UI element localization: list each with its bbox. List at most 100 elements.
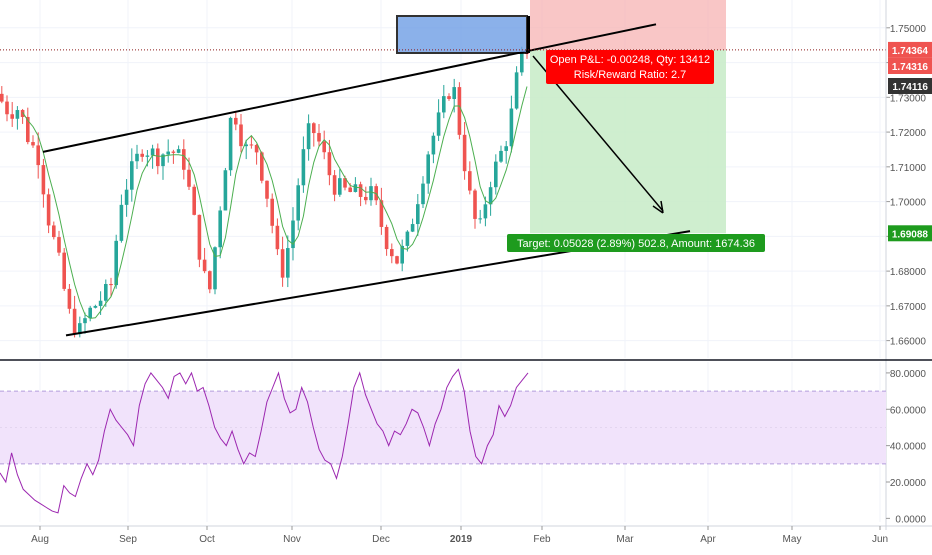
candle-body [504, 146, 508, 151]
candle-body [348, 187, 352, 192]
pnl-label-box [546, 50, 714, 84]
candle-body [410, 224, 415, 232]
candle-body [109, 283, 113, 286]
candle-body [447, 96, 451, 100]
position-zones [530, 0, 726, 234]
candle-body [254, 144, 259, 153]
candle-body [182, 149, 186, 170]
candle-body [5, 101, 9, 115]
candle-body [343, 178, 347, 188]
candle-body [218, 210, 222, 248]
price-tag-box [888, 58, 932, 74]
time-tick-label: Mar [616, 534, 634, 545]
candle-body [332, 175, 337, 195]
candle-body [78, 323, 82, 335]
candle-body [192, 186, 196, 215]
candle-body [83, 318, 87, 324]
price-tick-label: 1.67000 [890, 302, 927, 313]
candle-body [442, 96, 446, 113]
candle-body [436, 112, 441, 136]
candle-body [364, 196, 368, 201]
price-tick-label: 1.72000 [890, 128, 927, 139]
candle-body [499, 150, 503, 162]
candle-body [98, 300, 103, 306]
candle-body [452, 87, 456, 100]
moving-average-path [22, 86, 528, 319]
candle-body [286, 248, 290, 278]
box-edge [527, 16, 530, 53]
pnl-label: Open P&L: -0.00248, Qty: 13412 [550, 54, 710, 66]
candle-body [104, 283, 108, 301]
candle-body [10, 114, 14, 119]
price-tag-label: 1.74116 [892, 82, 928, 93]
candle-body [306, 123, 311, 150]
candle-body [514, 72, 519, 109]
candle-body [93, 305, 98, 308]
candle-body [390, 249, 394, 257]
price-tick-label: 1.71000 [890, 163, 927, 174]
rsi-tick-label: 0.0000 [895, 514, 926, 525]
candle-body [384, 226, 389, 250]
risk-zone [530, 0, 726, 50]
candle-body [52, 225, 56, 238]
candle-body [312, 123, 316, 134]
candle-body [468, 171, 472, 191]
candle-body [119, 204, 124, 241]
candle-body [202, 259, 207, 272]
rsi-tick-label: 20.0000 [890, 478, 927, 489]
candle-body [88, 307, 92, 319]
candle-body [197, 214, 202, 260]
candle-body [114, 240, 118, 286]
candle-body [234, 117, 238, 125]
candle-body [478, 218, 482, 220]
candle-body [20, 110, 25, 117]
target-label: Target: 0.05028 (2.89%) 502.8, Amount: 1… [517, 238, 755, 250]
time-axis: Aug Sep Oct Nov Dec 2019 Feb Mar Apr May Jun [0, 525, 932, 545]
rsi-axis: 0.0000 20.0000 40.0000 60.0000 80.0000 [886, 369, 926, 525]
candle-body [520, 51, 524, 73]
candle-body [405, 231, 410, 246]
candle-body [208, 271, 212, 290]
candle-body [140, 153, 144, 157]
candle-body [260, 152, 264, 181]
candle-body [462, 134, 467, 172]
time-tick-label: May [783, 534, 802, 545]
candle-body [457, 87, 462, 135]
candle-body [26, 116, 30, 143]
upper-trendline [42, 23, 657, 153]
time-tick-label: Aug [31, 534, 49, 545]
candle-body [15, 110, 20, 119]
candle-body [130, 161, 134, 190]
time-tick-label: Dec [372, 534, 390, 545]
time-tick-label: 2019 [450, 534, 473, 545]
candle-body [228, 117, 233, 171]
candle-body [244, 144, 248, 147]
moving-average-line [22, 86, 528, 319]
candle-body [416, 204, 420, 225]
candle-body [431, 135, 436, 155]
candle-body [296, 185, 300, 221]
time-tick-label: Feb [533, 534, 551, 545]
candle-body [249, 144, 254, 146]
candle-body [161, 154, 165, 167]
price-tag-label: 1.74316 [892, 62, 929, 73]
candle-body [509, 108, 514, 147]
price-tick-label: 1.66000 [890, 337, 927, 348]
position-overlays: Open P&L: -0.00248, Qty: 13412 Risk/Rewar… [0, 15, 886, 252]
candle-body [156, 148, 160, 167]
candle-body [135, 153, 139, 162]
candle-body [494, 161, 498, 188]
price-tick-label: 1.70000 [890, 198, 927, 209]
candle-body [353, 184, 358, 192]
rsi-tick-label: 80.0000 [890, 369, 927, 380]
candle-body [400, 245, 404, 264]
candle-body [57, 237, 61, 253]
risk-reward-label: Risk/Reward Ratio: 2.7 [574, 69, 687, 81]
candle-body [36, 145, 40, 166]
candle-body [166, 151, 170, 155]
price-tag-label: 1.69088 [892, 229, 929, 240]
candle-body [62, 252, 66, 289]
candle-body [265, 180, 269, 199]
